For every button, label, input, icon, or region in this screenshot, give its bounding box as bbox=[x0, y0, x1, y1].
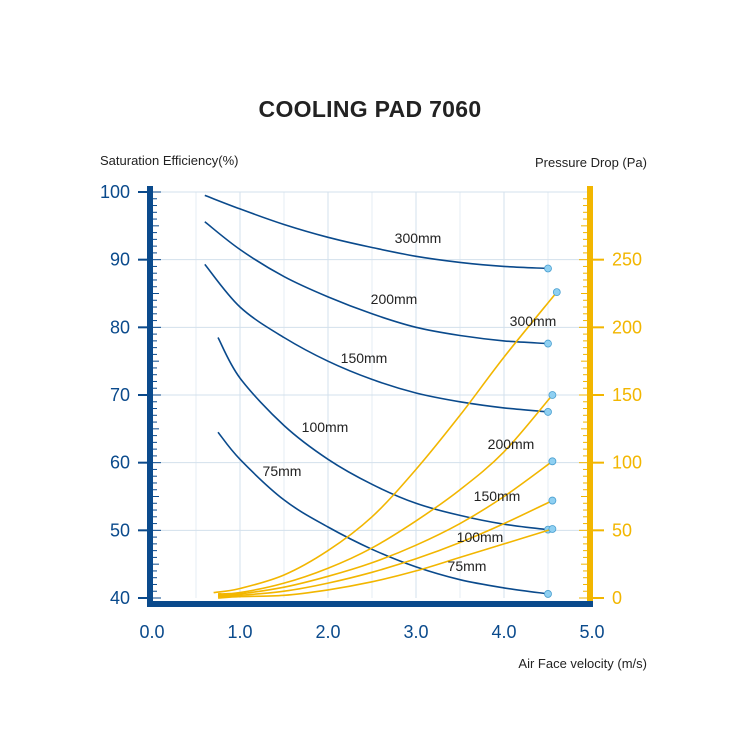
pressure-curve-label: 100mm bbox=[457, 529, 504, 545]
efficiency-end-marker bbox=[544, 408, 552, 416]
curve-labels: 300mm 200mm 150mm 100mm 75mm 300mm 200mm 150mm 1… bbox=[263, 230, 557, 574]
right-tick-label: 200 bbox=[612, 317, 642, 337]
left-tick-label: 90 bbox=[110, 250, 130, 270]
efficiency-end-marker bbox=[544, 339, 552, 348]
left-tick-label: 100 bbox=[100, 182, 130, 202]
x-tick-label: 4.0 bbox=[491, 622, 516, 642]
left-tick-label: 40 bbox=[110, 588, 130, 608]
x-tick-label: 2.0 bbox=[315, 622, 340, 642]
efficiency-curve-label: 300mm bbox=[395, 230, 442, 246]
grid bbox=[152, 191, 592, 598]
efficiency-curve-75mm bbox=[217, 431, 549, 595]
pressure-curve-label: 300mm bbox=[510, 313, 557, 329]
efficiency-curves bbox=[204, 194, 552, 598]
x-tick-label: 1.0 bbox=[227, 622, 252, 642]
pressure-curve-75mm bbox=[217, 528, 553, 599]
x-tick-label: 3.0 bbox=[403, 622, 428, 642]
efficiency-curve-100mm bbox=[217, 337, 549, 531]
right-tick-label: 150 bbox=[612, 385, 642, 405]
x-tick-label: 0.0 bbox=[139, 622, 164, 642]
pressure-end-marker bbox=[548, 457, 557, 466]
pressure-end-marker bbox=[548, 525, 557, 533]
left-tick-label: 70 bbox=[110, 385, 130, 405]
efficiency-curve-label: 75mm bbox=[263, 463, 302, 479]
x-axis-label: Air Face velocity (m/s) bbox=[518, 656, 647, 671]
efficiency-curve-label: 150mm bbox=[341, 350, 388, 366]
left-axis-label: Saturation Efficiency(%) bbox=[100, 153, 239, 168]
right-tick-label: 50 bbox=[612, 520, 632, 540]
pressure-end-marker bbox=[552, 288, 561, 297]
pressure-curve-150mm bbox=[217, 460, 553, 597]
pressure-curves bbox=[213, 288, 561, 599]
pressure-curve-300mm bbox=[213, 291, 558, 594]
chart-title: COOLING PAD 7060 bbox=[258, 96, 482, 122]
right-axis-label: Pressure Drop (Pa) bbox=[535, 155, 647, 170]
efficiency-end-marker bbox=[544, 590, 552, 598]
pressure-curve-200mm bbox=[217, 394, 554, 595]
x-tick-label: 5.0 bbox=[579, 622, 604, 642]
right-tick-label: 0 bbox=[612, 588, 622, 608]
axes: 40 50 60 70 80 90 100 0 50 100 150 200 250 0.0 1.0 2.0 3… bbox=[100, 182, 642, 642]
pressure-curve-label: 200mm bbox=[488, 436, 535, 452]
efficiency-curve-300mm bbox=[204, 194, 549, 270]
left-tick-label: 60 bbox=[110, 453, 130, 473]
pressure-curve-label: 150mm bbox=[474, 488, 521, 504]
pressure-end-marker bbox=[548, 391, 557, 399]
pressure-curve-100mm bbox=[217, 499, 553, 598]
efficiency-end-marker bbox=[544, 264, 552, 273]
efficiency-curve-label: 200mm bbox=[371, 291, 418, 307]
pressure-curve-label: 75mm bbox=[448, 558, 487, 574]
left-tick-label: 50 bbox=[110, 520, 130, 540]
pressure-end-marker bbox=[548, 496, 557, 505]
right-tick-label: 250 bbox=[612, 250, 642, 270]
efficiency-curve-150mm bbox=[204, 263, 549, 413]
right-tick-label: 100 bbox=[612, 453, 642, 473]
left-tick-label: 80 bbox=[110, 317, 130, 337]
efficiency-curve-200mm bbox=[204, 221, 549, 345]
efficiency-curve-label: 100mm bbox=[302, 419, 349, 435]
